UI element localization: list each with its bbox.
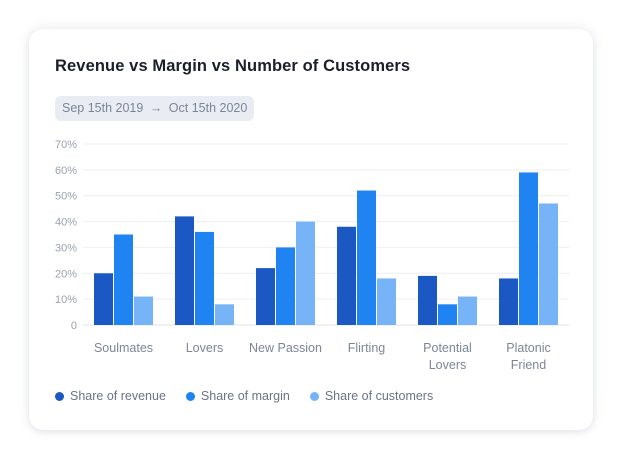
bar	[357, 190, 376, 325]
bar-chart: 0 10% 20% 30% 40% 50% 60% 70% Soulmates Lovers New…	[55, 139, 569, 372]
bar	[195, 231, 214, 325]
x-tick-label: Lovers	[186, 341, 224, 355]
bar	[175, 216, 194, 325]
bar	[337, 226, 356, 325]
legend-swatch-icon	[309, 391, 319, 401]
y-tick-label: 20%	[55, 268, 77, 280]
x-tick-label: Lovers	[429, 358, 467, 372]
legend-swatch-icon	[185, 391, 195, 401]
date-range-chip[interactable]: Sep 15th 2019 → Oct 15th 2020	[55, 96, 255, 121]
bar	[438, 304, 457, 325]
x-tick-label: Flirting	[348, 341, 386, 355]
legend-item[interactable]: Share of margin	[185, 389, 290, 403]
y-tick-label: 50%	[55, 191, 77, 203]
legend-label: Share of revenue	[70, 389, 166, 403]
bar	[276, 247, 295, 325]
chart-legend: Share of revenue Share of margin Share of …	[55, 389, 433, 403]
bar	[499, 278, 518, 325]
x-tick-label: Platonic	[506, 341, 550, 355]
legend-swatch-icon	[55, 391, 64, 401]
bar	[215, 304, 234, 325]
bar	[539, 203, 558, 325]
bar	[256, 268, 275, 325]
x-tick-label: Soulmates	[94, 341, 153, 355]
bar	[458, 296, 477, 325]
y-tick-label: 40%	[55, 217, 77, 229]
x-tick-label: New Passion	[249, 341, 322, 355]
date-range-start: Sep 15th 2019	[62, 101, 144, 115]
bar	[418, 275, 437, 325]
bar	[377, 278, 396, 325]
y-tick-label: 0	[71, 320, 77, 332]
y-tick-label: 30%	[55, 242, 77, 254]
y-tick-label: 10%	[55, 294, 77, 306]
date-range-arrow-icon: →	[149, 101, 163, 115]
chart-card: Revenue vs Margin vs Number of Customers…	[29, 29, 593, 430]
y-tick-label: 70%	[55, 139, 77, 151]
bar	[134, 296, 153, 325]
legend-item[interactable]: Share of customers	[309, 389, 434, 403]
date-range-end: Oct 15th 2020	[168, 101, 248, 115]
legend-label: Share of margin	[200, 389, 290, 403]
legend-item[interactable]: Share of revenue	[55, 389, 166, 403]
legend-label: Share of customers	[324, 389, 434, 403]
bar	[519, 172, 538, 325]
bar	[114, 234, 133, 325]
bar	[94, 273, 113, 325]
x-tick-label: Potential	[423, 341, 472, 355]
y-tick-label: 60%	[55, 165, 77, 177]
x-tick-label: Friend	[511, 358, 546, 372]
chart-title: Revenue vs Margin vs Number of Customers	[55, 57, 411, 75]
bar	[296, 221, 315, 325]
